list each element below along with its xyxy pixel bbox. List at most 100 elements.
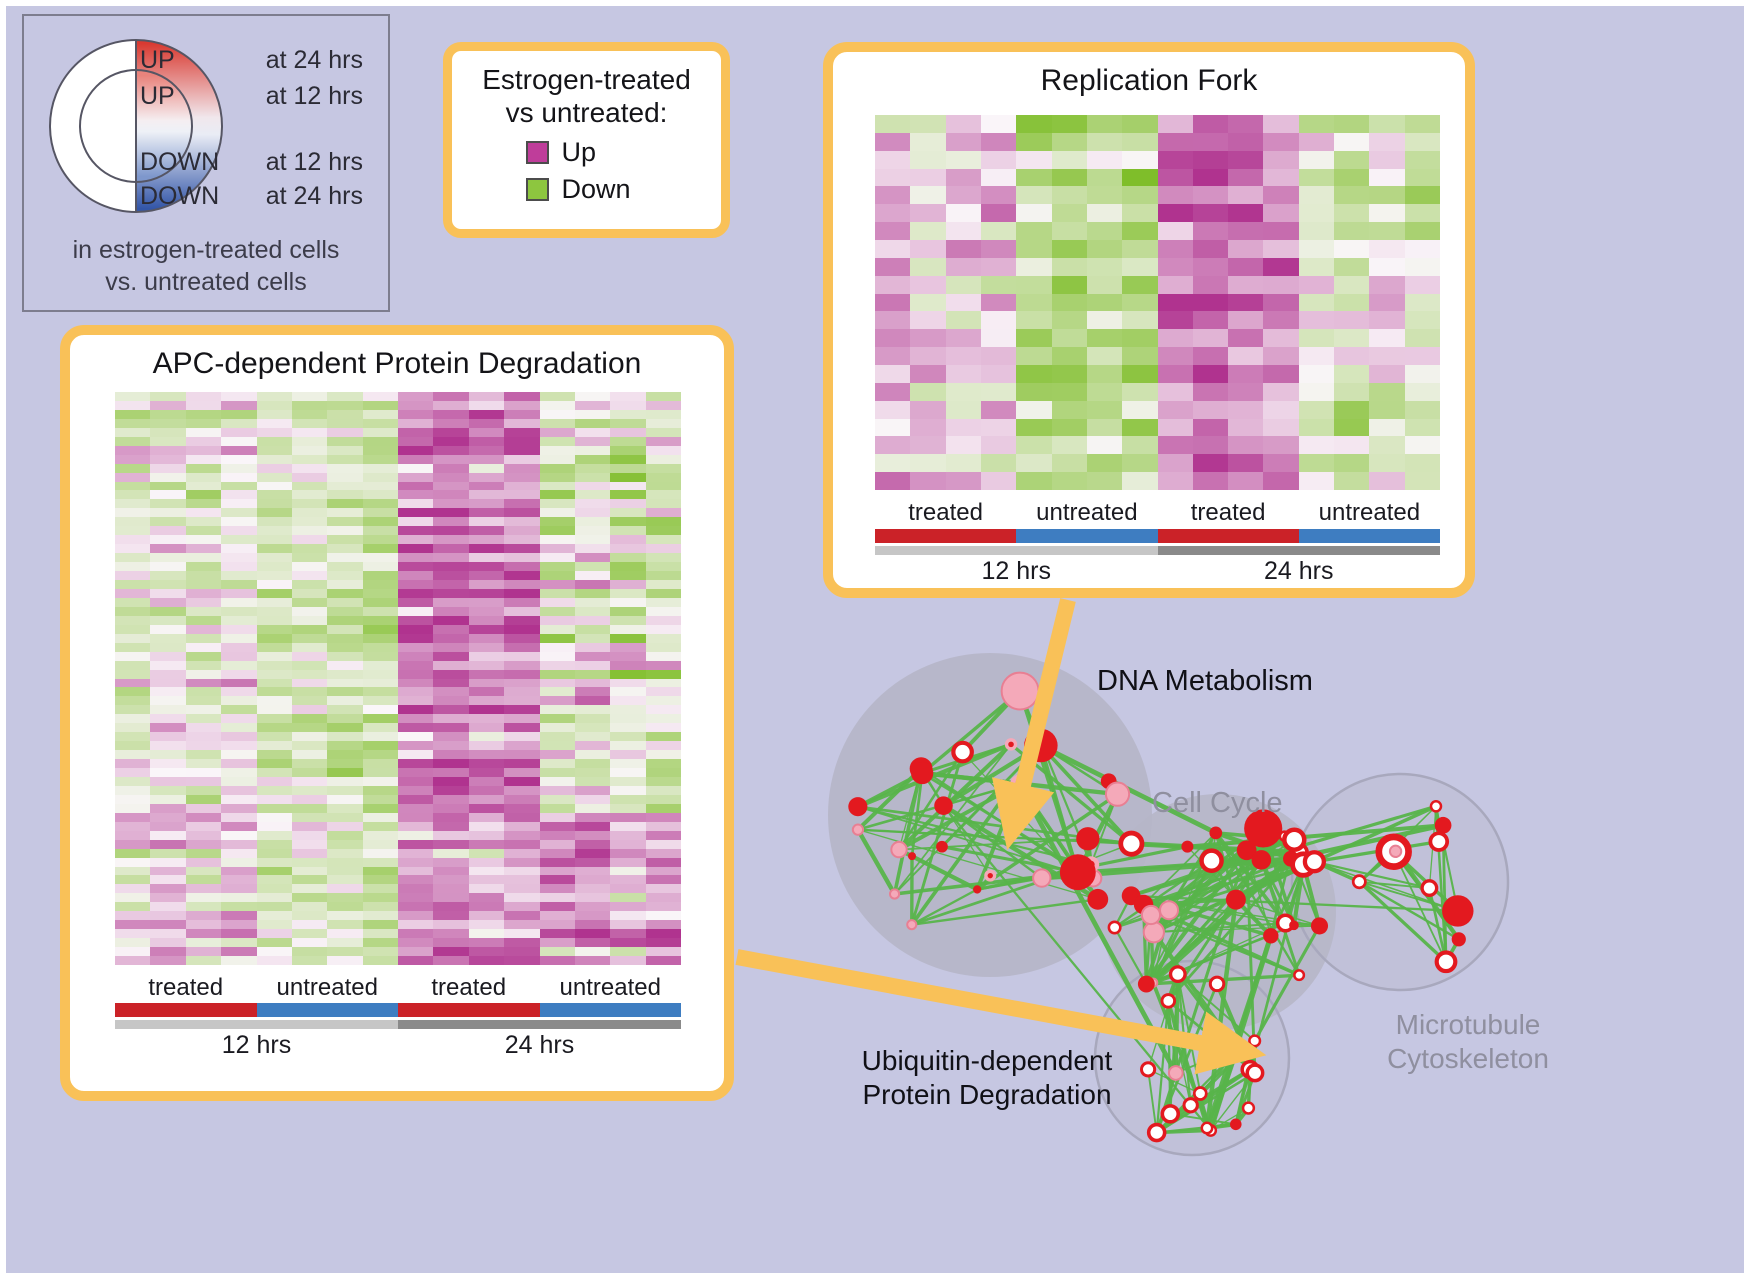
heatmap-cell (221, 759, 257, 769)
heatmap-cell (256, 687, 292, 697)
heatmap-cell (327, 723, 363, 733)
heatmap-cell (1157, 436, 1193, 455)
heatmap-cell (468, 544, 505, 554)
heatmap-cell (1404, 240, 1440, 258)
heatmap-cell (610, 812, 646, 822)
heatmap-cell (1369, 257, 1405, 276)
heatmap-cell (610, 400, 646, 410)
heatmap-cell (185, 481, 222, 491)
heatmap-cell (433, 418, 469, 428)
heatmap-cell (945, 400, 981, 419)
heatmap-cell (1228, 418, 1264, 437)
heatmap-cell (468, 562, 505, 572)
heatmap-cell (468, 803, 505, 813)
heatmap-cell (291, 445, 328, 455)
heatmap-cell (433, 553, 469, 563)
heatmap-cell (1228, 240, 1264, 258)
heatmap-cell (504, 588, 540, 598)
heatmap-cell (1334, 347, 1370, 365)
heatmap-cell (327, 588, 363, 598)
heatmap-cell (1086, 382, 1123, 401)
heatmap-cell (362, 606, 398, 616)
network-node (1293, 969, 1306, 982)
heatmap-cell (327, 615, 363, 625)
heatmap-cell (291, 893, 328, 903)
heatmap-cell (1334, 365, 1370, 383)
network-edge (1039, 743, 1080, 874)
heatmap-cell (1369, 347, 1405, 365)
network-node (1251, 850, 1272, 870)
heatmap-cell (980, 311, 1017, 330)
heatmap-cell (1404, 454, 1440, 473)
heatmap-cell (433, 866, 469, 876)
heatmap-cell (645, 642, 681, 652)
heatmap-cell (574, 768, 611, 777)
heatmap-cell (398, 427, 434, 437)
heatmap-cell (945, 436, 981, 455)
heatmap-cell (539, 624, 575, 634)
heatmap-cell (185, 454, 222, 464)
heatmap-cell (291, 884, 328, 894)
heatmap-cell (327, 526, 363, 536)
heatmap-cell (468, 409, 505, 419)
heatmap-cell (1228, 293, 1264, 312)
heatmap-cell (468, 732, 505, 742)
heatmap-cell (115, 956, 151, 965)
heatmap-cell (504, 553, 540, 563)
heatmap-cell (291, 875, 328, 885)
heatmap-cell (291, 633, 328, 643)
heatmap-cell (610, 839, 646, 849)
heatmap-cell (504, 714, 540, 724)
heatmap-cell (574, 750, 611, 760)
heatmap-cell (504, 562, 540, 572)
heatmap-cell (185, 839, 222, 849)
network-node (1225, 889, 1246, 910)
heatmap-cell (610, 857, 646, 867)
heatmap-cell (1334, 418, 1370, 437)
heatmap-cell (645, 759, 681, 769)
heatmap-cell (1192, 382, 1229, 401)
heatmap-cell (185, 803, 222, 813)
heatmap-cell (1263, 472, 1299, 490)
heatmap-cell (115, 580, 151, 589)
heatmap-cell (398, 633, 434, 643)
heatmap-cell (256, 956, 292, 965)
heatmap-cell (504, 866, 540, 876)
network-node (1351, 874, 1367, 890)
heatmap-cell (504, 875, 540, 885)
heatmap-cell (327, 436, 363, 446)
heatmap-cell (150, 714, 186, 724)
heatmap-cell (433, 445, 469, 455)
heatmap-cell (221, 615, 257, 625)
heatmap-cell (1404, 132, 1440, 151)
heatmap-cell (185, 553, 222, 563)
heatmap-cell (150, 544, 186, 554)
heatmap-cell (539, 392, 575, 401)
heatmap-cell (539, 920, 575, 930)
heatmap-cell (221, 875, 257, 885)
heatmap-cell (256, 508, 292, 518)
heatmap-cell (185, 947, 222, 957)
heatmap-cell (398, 830, 434, 840)
heatmap-cell (468, 938, 505, 948)
heatmap-cell (327, 938, 363, 948)
heatmap-cell (398, 526, 434, 536)
heatmap-cell (1122, 382, 1158, 401)
heatmap-cell (150, 687, 186, 697)
heatmap-cell (468, 615, 505, 625)
heatmap-cell (256, 759, 292, 769)
heatmap-cell (504, 454, 540, 464)
heatmap-cell (468, 750, 505, 760)
heatmap-cell (574, 535, 611, 545)
heatmap-cell (150, 893, 186, 903)
heatmap-cell (327, 606, 363, 616)
heatmap-cell (185, 499, 222, 509)
heatmap-cell (433, 517, 469, 527)
heatmap-cell (504, 830, 540, 840)
heatmap-cell (1228, 436, 1264, 455)
heatmap-cell (185, 588, 222, 598)
heatmap-cell (504, 580, 540, 589)
heatmap-cell (468, 723, 505, 733)
legend-direction: UP (140, 46, 175, 74)
heatmap-cell (291, 830, 328, 840)
